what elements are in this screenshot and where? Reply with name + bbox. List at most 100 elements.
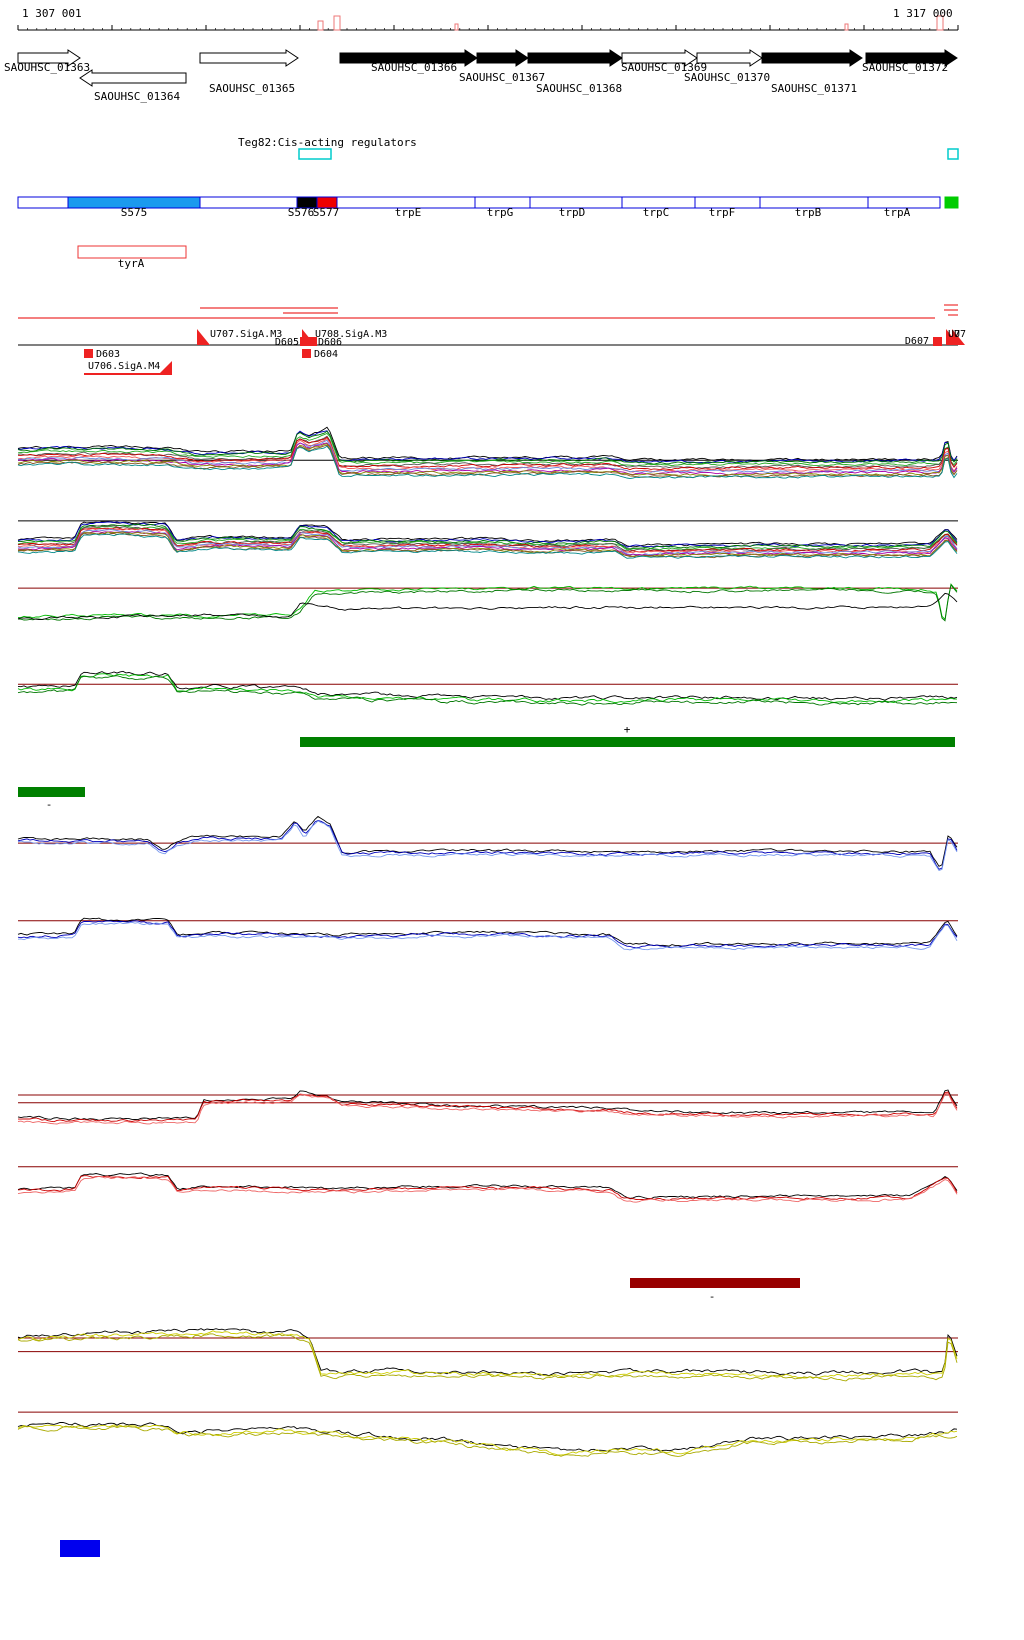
gene-arrow-SAOUHSC_01365[interactable] [199, 49, 299, 67]
signal-line-tiling-expression-all-conditions-2-5 [17, 527, 958, 553]
ruler-variant-mark [844, 23, 849, 31]
gene-arrow-SAOUHSC_01367[interactable] [476, 49, 529, 67]
operon-label-s577: S577 [312, 206, 340, 219]
region-end-coordinate: 1 317 000 [893, 7, 953, 20]
gene-label-saouhsc-01372[interactable]: SAOUHSC_01372 [862, 61, 949, 74]
gene-label-saouhsc-01366[interactable]: SAOUHSC_01366 [371, 61, 458, 74]
signal-line-condition-pair-yellow-1-1 [17, 1330, 958, 1379]
operon-label-trpa: trpA [883, 206, 911, 219]
signal-line-condition-pair-blue-2-0 [17, 917, 958, 947]
operon-label-s576: S576 [287, 206, 315, 219]
signal-line-tiling-expression-all-conditions-1-4 [17, 435, 958, 469]
terminator-box-D603[interactable] [84, 349, 93, 358]
bottom-blue-block [60, 1540, 100, 1557]
terminator-box-D605[interactable] [300, 337, 309, 346]
minus-strand-label-dark: - [708, 1290, 716, 1303]
promoter-label-right-edge-1: U7 [948, 329, 961, 340]
operon-label-trpf: trpF [708, 206, 736, 219]
signal-line-condition-pair-red-2-1 [17, 1175, 958, 1201]
terminator-box-D604[interactable] [302, 349, 311, 358]
signal-line-condition-pair-yellow-2-0 [17, 1421, 958, 1452]
gene-label-saouhsc-01371[interactable]: SAOUHSC_01371 [771, 82, 858, 95]
operon-label-trpb: trpB [794, 206, 822, 219]
gene-arrow-SAOUHSC_01371[interactable] [761, 49, 863, 67]
gene-label-saouhsc-01365[interactable]: SAOUHSC_01365 [209, 82, 296, 95]
operon-segment[interactable] [944, 196, 959, 209]
signal-line-tiling-expression-all-conditions-1-3 [17, 432, 958, 467]
operon-label-trpg: trpG [486, 206, 514, 219]
promoter-label-u708: U708.SigA.M3 [315, 329, 388, 340]
gene-label-saouhsc-01363[interactable]: SAOUHSC_01363 [4, 61, 91, 74]
plus-strand-coverage-bar[interactable] [300, 737, 955, 747]
promoter-flag-U706.SigA.M4[interactable] [159, 361, 172, 374]
signal-line-condition-pair-yellow-2-1 [17, 1424, 958, 1456]
regulator-box[interactable] [298, 148, 332, 160]
tyra-label: tyrA [117, 257, 145, 270]
signal-line-condition-pair-blue-1-0 [17, 815, 958, 867]
signal-line-condition-pair-green-1-1 [17, 583, 958, 622]
promoter-flag-U7[interactable] [952, 329, 965, 345]
signal-line-condition-pair-blue-1-1 [17, 820, 958, 870]
terminator-box-D606[interactable] [308, 337, 317, 346]
gene-arrow-SAOUHSC_01366[interactable] [339, 49, 478, 67]
minus-strand-coverage-bar-left[interactable] [18, 787, 85, 797]
terminator-label-d606: D606 [318, 337, 343, 348]
terminator-label-d603: D603 [96, 349, 121, 360]
terminator-label-d607: D607 [904, 336, 929, 347]
signal-line-tiling-expression-all-conditions-1-9 [17, 443, 958, 477]
signal-line-condition-pair-green-1-2 [17, 592, 958, 621]
gene-arrow-SAOUHSC_01370[interactable] [696, 49, 763, 67]
terminator-label-d605: D605 [274, 337, 299, 348]
tyra-feature-box[interactable] [77, 245, 187, 259]
plus-strand-label: + [623, 723, 631, 736]
gene-arrow-SAOUHSC_01363[interactable] [17, 49, 81, 67]
gene-arrow-SAOUHSC_01368[interactable] [527, 49, 623, 67]
ruler-variant-mark [317, 20, 324, 31]
signal-line-tiling-expression-all-conditions-2-8 [17, 531, 958, 556]
signal-line-condition-pair-green-1-0 [18, 583, 958, 621]
regulator-track-label: Teg82:Cis-acting regulators [238, 136, 417, 149]
signal-line-condition-pair-green-2-1 [17, 673, 958, 704]
signal-line-condition-pair-yellow-2-2 [17, 1425, 958, 1457]
signal-line-condition-pair-yellow-1-0 [17, 1328, 958, 1377]
terminator-label-d604: D604 [314, 349, 339, 360]
ruler-variant-mark [333, 15, 341, 31]
signal-line-condition-pair-red-2-0 [17, 1172, 958, 1200]
signal-line-tiling-expression-all-conditions-2-2 [17, 523, 958, 550]
promoter-label-right-edge-2: U7 [954, 329, 967, 340]
operon-bar-bg [18, 197, 940, 208]
operon-label-trpd: trpD [558, 206, 586, 219]
gene-arrow-SAOUHSC_01372[interactable] [865, 49, 958, 67]
gene-label-saouhsc-01367[interactable]: SAOUHSC_01367 [459, 71, 546, 84]
signal-line-tiling-expression-all-conditions-2-1 [17, 521, 958, 548]
signal-line-tiling-expression-all-conditions-1-2 [17, 430, 958, 465]
regulator-box[interactable] [947, 148, 959, 160]
ruler-variant-mark [936, 15, 944, 31]
signal-line-condition-pair-blue-2-1 [17, 920, 958, 949]
promoter-label-u707: U707.SigA.M3 [210, 329, 283, 340]
operon-label-trpc: trpC [642, 206, 670, 219]
gene-label-saouhsc-01370[interactable]: SAOUHSC_01370 [684, 71, 771, 84]
gene-label-saouhsc-01364[interactable]: SAOUHSC_01364 [94, 90, 181, 103]
minus-strand-coverage-bar-dark[interactable] [630, 1278, 800, 1288]
signal-line-tiling-expression-all-conditions-1-10 [17, 444, 958, 479]
region-start-coordinate: 1 307 001 [22, 7, 82, 20]
signal-line-tiling-expression-all-conditions-2-3 [17, 525, 958, 551]
ruler-variant-mark [454, 23, 459, 31]
minus-strand-label-left: - [45, 798, 53, 811]
gene-label-saouhsc-01369[interactable]: SAOUHSC_01369 [621, 61, 708, 74]
signal-line-condition-pair-green-2-2 [17, 675, 958, 706]
promoter-flag-U707.SigA.M3[interactable] [197, 329, 210, 345]
signal-line-condition-pair-yellow-1-2 [17, 1333, 958, 1382]
signal-line-tiling-expression-all-conditions-1-7 [17, 439, 958, 474]
operon-label-trpe: trpE [394, 206, 422, 219]
gene-label-saouhsc-01368[interactable]: SAOUHSC_01368 [536, 82, 623, 95]
signal-line-tiling-expression-all-conditions-1-5 [17, 436, 958, 471]
terminator-box-D607[interactable] [933, 337, 942, 346]
gene-arrow-SAOUHSC_01369[interactable] [621, 49, 698, 67]
gene-arrow-SAOUHSC_01364[interactable] [79, 69, 187, 87]
signal-line-condition-pair-red-2-2 [17, 1175, 958, 1203]
signal-line-tiling-expression-all-conditions-1-0 [17, 426, 958, 462]
